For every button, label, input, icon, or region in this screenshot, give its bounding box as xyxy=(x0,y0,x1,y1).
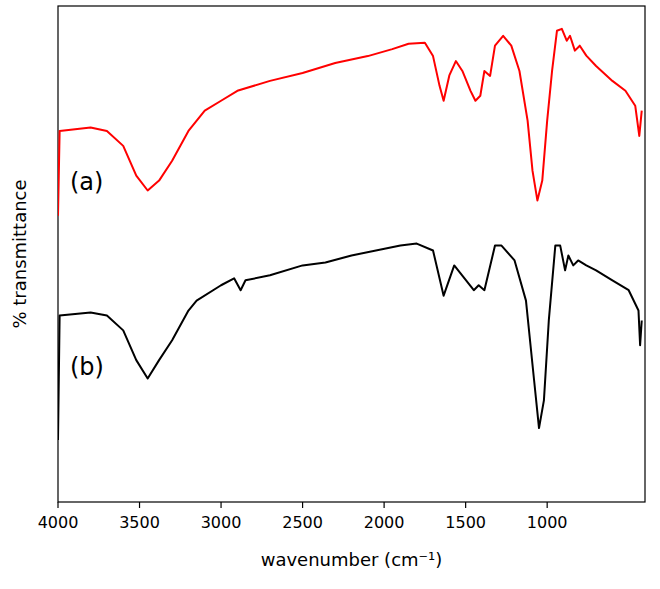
spectrum-line xyxy=(58,244,642,440)
plot-frame xyxy=(58,6,645,502)
series-label: (a) xyxy=(70,168,103,196)
spectrum-line xyxy=(58,29,642,216)
x-tick-label: 1500 xyxy=(445,513,486,532)
x-tick xyxy=(220,502,221,508)
x-tick-label: 2500 xyxy=(282,513,323,532)
chart: 4000 3500 3000 2500 2000 1500 1000 wavenumber (… xyxy=(0,0,660,589)
x-tick-label: 2000 xyxy=(364,513,405,532)
x-axis-title: wavenumber (cm⁻¹) xyxy=(261,549,443,570)
x-tick xyxy=(384,502,385,508)
x-tick xyxy=(547,502,548,508)
x-tick xyxy=(57,502,58,508)
x-tick-label: 1000 xyxy=(527,513,568,532)
x-tick xyxy=(302,502,303,508)
series-group xyxy=(58,29,642,440)
series-label: (b) xyxy=(70,353,104,381)
y-axis-title: % transmittance xyxy=(9,179,30,328)
x-tick xyxy=(139,502,140,508)
x-tick-label: 3500 xyxy=(119,513,160,532)
x-tick-label: 3000 xyxy=(201,513,242,532)
x-tick xyxy=(465,502,466,508)
x-tick-label: 4000 xyxy=(38,513,79,532)
